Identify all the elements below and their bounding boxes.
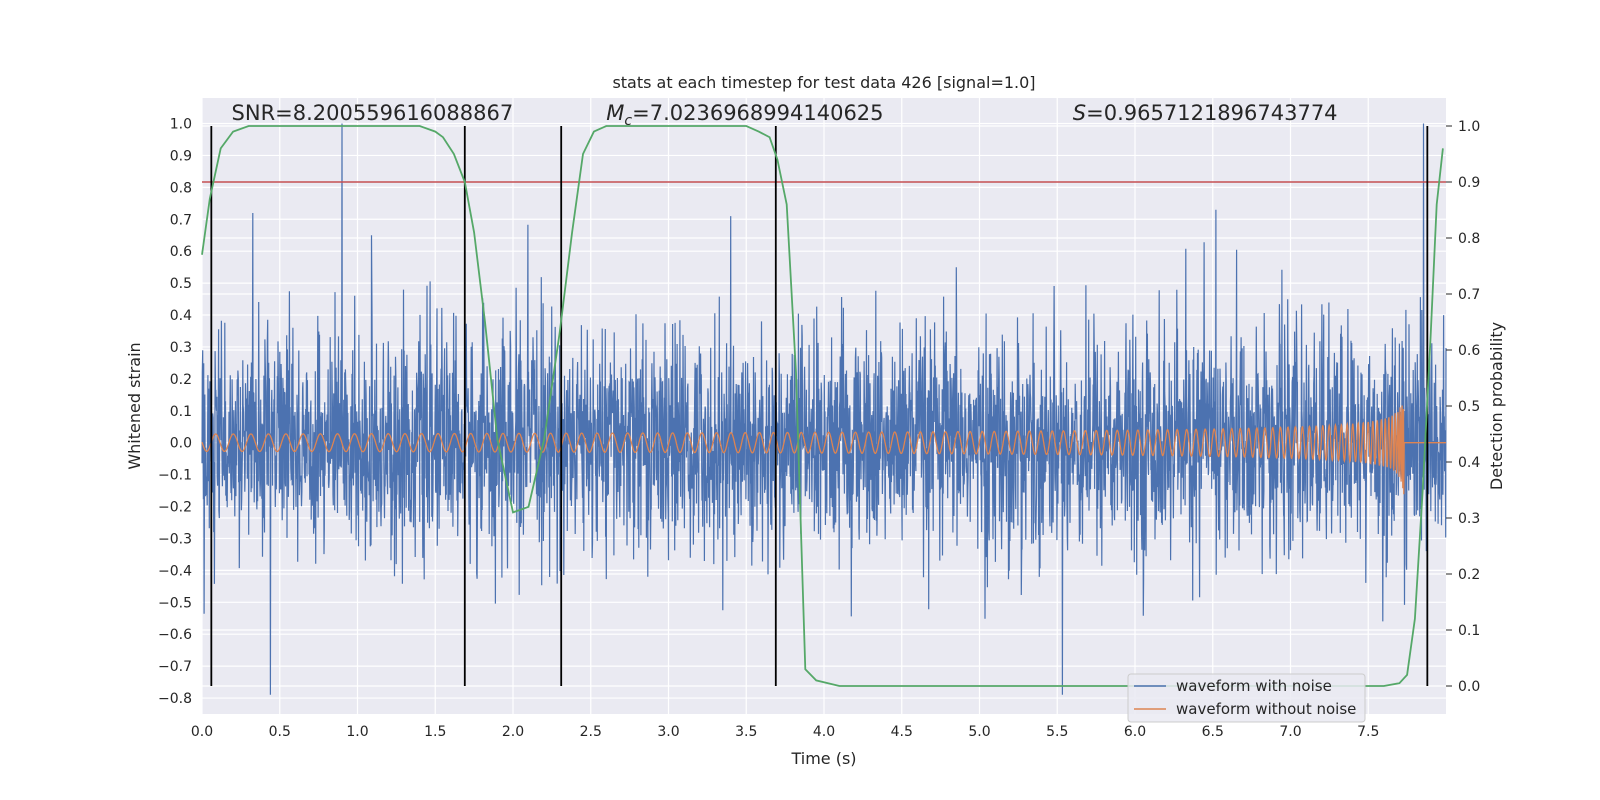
y2-tick-label: 0.7: [1458, 287, 1480, 303]
s-value: =0.9657121896743774: [1086, 101, 1337, 125]
x-tick-label: 5.0: [968, 724, 990, 740]
mc-symbol: M: [606, 101, 624, 125]
y2-tick-label: 1.0: [1458, 119, 1480, 135]
x-tick-label: 7.0: [1279, 724, 1301, 740]
chart-title: stats at each timestep for test data 426…: [612, 73, 1035, 92]
snr-annotation: SNR=8.200559616088867: [232, 101, 514, 125]
x-tick-label: 0.0: [191, 724, 213, 740]
x-tick-label: 5.5: [1046, 724, 1068, 740]
mc-subscript: c: [624, 113, 632, 129]
x-tick-label: 0.5: [269, 724, 291, 740]
legend-label-clean: waveform without noise: [1176, 700, 1356, 718]
y-tick-label: −0.2: [158, 500, 192, 516]
y-tick-label: −0.4: [158, 563, 192, 579]
y-tick-label: 0.9: [170, 148, 192, 164]
y-tick-label: 1.0: [170, 117, 192, 133]
y-tick-label: 0.7: [170, 212, 192, 228]
y2-tick-label: 0.9: [1458, 175, 1480, 191]
x-tick-label: 2.5: [580, 724, 602, 740]
x-tick-label: 1.5: [424, 724, 446, 740]
y-tick-label: 0.8: [170, 180, 192, 196]
y-tick-label: 0.6: [170, 244, 192, 260]
x-tick-label: 1.0: [346, 724, 368, 740]
y-tick-label: 0.1: [170, 404, 192, 420]
y-tick-label: 0.2: [170, 372, 192, 388]
plot-area: [201, 123, 1447, 695]
y-tick-label: −0.3: [158, 531, 192, 547]
x-axis: 0.0 0.5 1.0 1.5 2.0 2.5 3.0 3.5 4.0 4.5 5.0 5.5 6.0 6…: [191, 724, 1380, 740]
legend: waveform with noise waveform without noi…: [1127, 673, 1366, 723]
y-tick-label: 0.5: [170, 276, 192, 292]
y2-tick-label: 0.2: [1458, 567, 1480, 583]
y-tick-label: 0.0: [170, 436, 192, 452]
mc-value: =7.0236968994140625: [632, 101, 883, 125]
x-tick-label: 6.5: [1202, 724, 1224, 740]
y2-tick-label: 0.3: [1458, 511, 1480, 527]
y-tick-label: −0.6: [158, 627, 192, 643]
y2-axis-label: Detection probability: [1487, 322, 1506, 490]
x-tick-label: 2.0: [502, 724, 524, 740]
chirp-mass-annotation: Mc=7.0236968994140625: [606, 101, 883, 129]
y2-axis: 1.0 0.9 0.8 0.7 0.6 0.5 0.4 0.3 0.2 0.1 0.0: [1446, 119, 1480, 695]
y-tick-label: −0.5: [158, 595, 192, 611]
y2-tick-label: 0.6: [1458, 343, 1480, 359]
y2-tick-label: 0.5: [1458, 399, 1480, 415]
y2-tick-label: 0.8: [1458, 231, 1480, 247]
s-annotation: S=0.9657121896743774: [1073, 101, 1338, 125]
x-tick-label: 7.5: [1357, 724, 1379, 740]
x-tick-label: 3.0: [657, 724, 679, 740]
x-tick-label: 6.0: [1124, 724, 1146, 740]
waveform-without-noise-line: [201, 405, 1446, 495]
legend-box: [1127, 673, 1366, 723]
y-axis-label: Whitened strain: [125, 342, 144, 469]
y2-tick-label: 0.0: [1458, 679, 1480, 695]
waveform-with-noise-line: [201, 123, 1447, 695]
y-tick-label: 0.3: [170, 340, 192, 356]
y-tick-label: −0.1: [158, 468, 192, 484]
y-tick-label: −0.7: [158, 659, 192, 675]
y-axis: 1.0 0.9 0.8 0.7 0.6 0.5 0.4 0.3 0.2 0.1 0.0 −0.1 −0.…: [158, 117, 192, 708]
y2-tick-label: 0.1: [1458, 623, 1480, 639]
y-tick-label: 0.4: [170, 308, 192, 324]
x-tick-label: 4.0: [813, 724, 835, 740]
x-tick-label: 4.5: [891, 724, 913, 740]
legend-label-noise: waveform with noise: [1176, 677, 1332, 695]
y-tick-label: −0.8: [158, 691, 192, 707]
x-tick-label: 3.5: [735, 724, 757, 740]
s-symbol: S: [1073, 101, 1086, 125]
y2-tick-label: 0.4: [1458, 455, 1480, 471]
x-axis-label: Time (s): [790, 749, 856, 768]
